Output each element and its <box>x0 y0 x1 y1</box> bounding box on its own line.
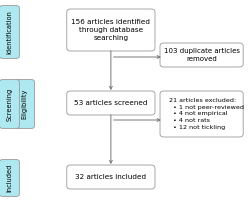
FancyBboxPatch shape <box>0 6 19 58</box>
Text: 156 articles identified
through database
searching: 156 articles identified through database… <box>71 19 150 41</box>
Text: Included: Included <box>7 164 12 192</box>
FancyBboxPatch shape <box>67 91 155 115</box>
FancyBboxPatch shape <box>160 43 243 67</box>
Text: Identification: Identification <box>7 10 12 54</box>
FancyBboxPatch shape <box>67 9 155 51</box>
Text: 21 articles excluded:
  • 1 not peer-reviewed
  • 4 not empirical
  • 4 not rats: 21 articles excluded: • 1 not peer-revie… <box>169 98 244 130</box>
FancyBboxPatch shape <box>0 160 19 196</box>
Text: 53 articles screened: 53 articles screened <box>74 100 148 106</box>
Text: Eligibility: Eligibility <box>22 89 27 119</box>
FancyBboxPatch shape <box>15 80 35 128</box>
Text: 32 articles included: 32 articles included <box>75 174 146 180</box>
FancyBboxPatch shape <box>67 165 155 189</box>
Text: Screening: Screening <box>7 87 12 121</box>
FancyBboxPatch shape <box>0 80 19 128</box>
FancyBboxPatch shape <box>160 91 243 137</box>
Text: 103 duplicate articles
removed: 103 duplicate articles removed <box>164 48 240 62</box>
